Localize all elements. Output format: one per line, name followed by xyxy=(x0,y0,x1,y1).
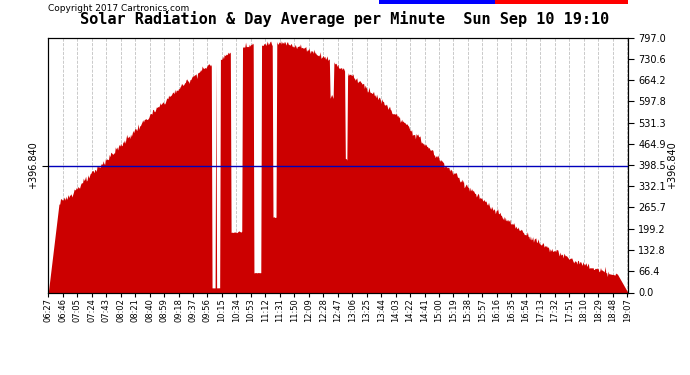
FancyBboxPatch shape xyxy=(379,0,495,4)
Text: +396.840: +396.840 xyxy=(667,142,677,189)
Text: Copyright 2017 Cartronics.com: Copyright 2017 Cartronics.com xyxy=(48,4,190,13)
Text: Solar Radiation & Day Average per Minute  Sun Sep 10 19:10: Solar Radiation & Day Average per Minute… xyxy=(80,11,610,27)
FancyBboxPatch shape xyxy=(495,0,628,4)
